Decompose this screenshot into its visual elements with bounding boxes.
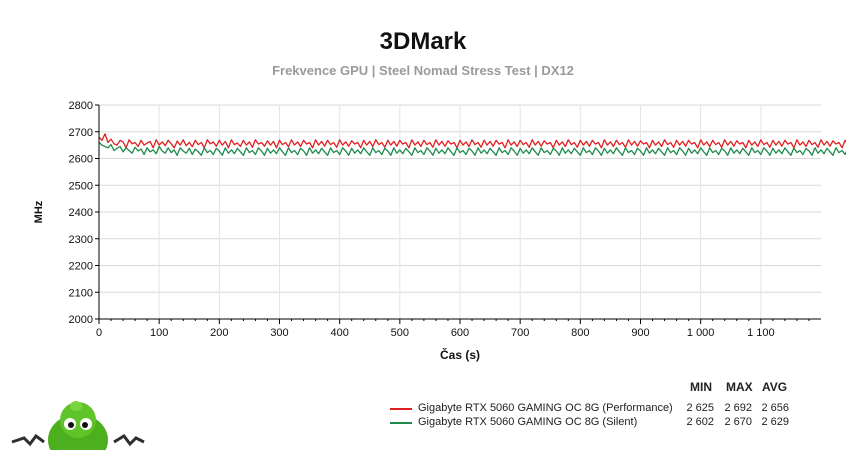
mascot-logo — [11, 401, 145, 450]
x-tick-label: 300 — [270, 327, 288, 339]
y-tick-label: 2100 — [69, 287, 93, 299]
y-tick-label: 2200 — [69, 261, 93, 273]
legend-label-performance: Gigabyte RTX 5060 GAMING OC 8G (Performa… — [418, 402, 673, 414]
legend-max-silent: 2 670 — [724, 416, 752, 428]
y-tick-label: 2700 — [69, 127, 93, 139]
x-tick-label: 0 — [96, 327, 102, 339]
legend-label-silent: Gigabyte RTX 5060 GAMING OC 8G (Silent) — [418, 416, 638, 428]
legend-min-performance: 2 625 — [686, 402, 714, 414]
legend-avg-performance: 2 656 — [761, 402, 789, 414]
series-line-silent — [98, 142, 846, 156]
x-tick-label: 200 — [210, 327, 228, 339]
x-tick-label: 100 — [150, 327, 168, 339]
x-tick-label: 1 000 — [687, 327, 715, 339]
x-tick-label: 400 — [330, 327, 348, 339]
y-axis-ticks: 2000 2100 2200 2300 2400 2500 2600 2700 2800 — [69, 100, 99, 326]
x-tick-label: 900 — [631, 327, 649, 339]
chart-subtitle: Frekvence GPU | Steel Nomad Stress Test … — [272, 63, 574, 78]
legend-max-performance: 2 692 — [724, 402, 752, 414]
x-tick-label: 600 — [451, 327, 469, 339]
x-tick-label: 1 100 — [747, 327, 775, 339]
y-tick-label: 2000 — [69, 314, 93, 326]
y-axis-label: MHz — [33, 200, 45, 223]
chart-title: 3DMark — [379, 28, 467, 55]
grid-lines — [98, 104, 821, 320]
legend-entry-performance: Gigabyte RTX 5060 GAMING OC 8G (Performa… — [388, 402, 808, 416]
series-line-performance — [98, 133, 846, 149]
legend-avg-silent: 2 629 — [761, 416, 789, 428]
x-tick-label: 500 — [391, 327, 409, 339]
y-tick-label: 2600 — [69, 154, 93, 166]
y-tick-label: 2300 — [69, 234, 93, 246]
legend-swatch-silent — [390, 422, 412, 424]
y-tick-label: 2400 — [69, 207, 93, 219]
legend-header-max: MAX — [726, 380, 753, 394]
x-tick-label: 800 — [571, 327, 589, 339]
legend-entry-silent: Gigabyte RTX 5060 GAMING OC 8G (Silent) … — [388, 416, 808, 430]
y-tick-label: 2500 — [69, 180, 93, 192]
legend-header-avg: AVG — [762, 380, 788, 394]
legend-header-min: MIN — [690, 380, 712, 394]
series-lines — [98, 133, 846, 156]
x-tick-label: 700 — [511, 327, 529, 339]
y-tick-label: 2800 — [69, 100, 93, 112]
legend-swatch-performance — [390, 408, 412, 410]
x-axis-ticks: 0 100 200 300 400 500 600 700 800 900 1 000 1 100 — [96, 319, 810, 339]
legend-min-silent: 2 602 — [686, 416, 714, 428]
x-axis-label: Čas (s) — [440, 347, 480, 362]
